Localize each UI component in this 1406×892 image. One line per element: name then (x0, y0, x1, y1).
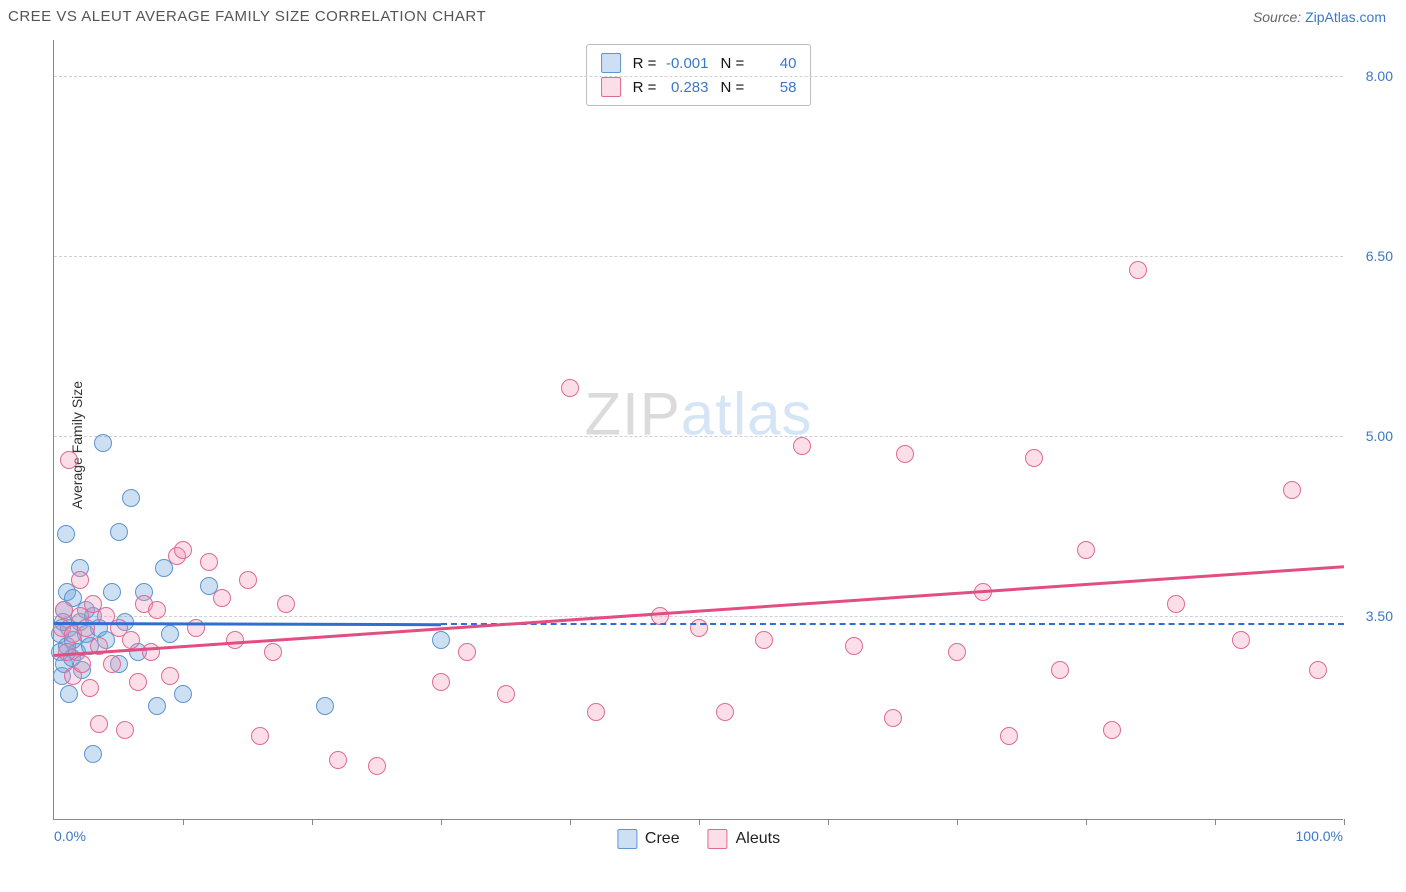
aleuts-point (81, 679, 99, 697)
aleuts-legend-swatch (708, 829, 728, 849)
cree-point (122, 489, 140, 507)
aleuts-point (148, 601, 166, 619)
aleuts-point (845, 637, 863, 655)
cree-point (174, 685, 192, 703)
aleuts-point (561, 379, 579, 397)
x-tick (828, 819, 829, 825)
aleuts-point (142, 643, 160, 661)
aleuts-point (690, 619, 708, 637)
chart-title: CREE VS ALEUT AVERAGE FAMILY SIZE CORREL… (8, 8, 486, 25)
cree-point (432, 631, 450, 649)
source-attribution: Source: ZipAtlas.com (1253, 9, 1386, 25)
aleuts-point (458, 643, 476, 661)
cree-point (60, 685, 78, 703)
aleuts-point (90, 715, 108, 733)
aleuts-point (1025, 449, 1043, 467)
stats-legend-box: R = -0.001 N = 40 R = 0.283 N = 58 (586, 44, 812, 106)
x-axis-max-label: 100.0% (1296, 828, 1343, 844)
y-tick-label: 3.50 (1348, 608, 1393, 624)
aleuts-point (129, 673, 147, 691)
plot-area: ZIPatlas R = -0.001 N = 40 R = 0.283 N =… (53, 40, 1343, 820)
x-tick (183, 819, 184, 825)
x-tick (441, 819, 442, 825)
aleuts-point (239, 571, 257, 589)
aleuts-point (122, 631, 140, 649)
aleuts-point (264, 643, 282, 661)
cree-point (316, 697, 334, 715)
aleuts-point (329, 751, 347, 769)
stats-row-aleuts: R = 0.283 N = 58 (601, 75, 797, 99)
aleuts-point (174, 541, 192, 559)
aleuts-point (368, 757, 386, 775)
trend-line-dashed (441, 623, 1344, 625)
aleuts-point (1309, 661, 1327, 679)
bottom-legend: Cree Aleuts (617, 829, 780, 849)
source-link[interactable]: ZipAtlas.com (1305, 9, 1386, 25)
cree-point (94, 434, 112, 452)
cree-point (57, 525, 75, 543)
aleuts-point (71, 571, 89, 589)
y-tick-label: 8.00 (1348, 68, 1393, 84)
x-tick (570, 819, 571, 825)
aleuts-point (587, 703, 605, 721)
chart-container: Average Family Size ZIPatlas R = -0.001 … (35, 40, 1385, 850)
gridline (54, 616, 1343, 617)
aleuts-point (1167, 595, 1185, 613)
aleuts-point (226, 631, 244, 649)
aleuts-point (60, 451, 78, 469)
x-tick (699, 819, 700, 825)
x-tick (312, 819, 313, 825)
aleuts-point (73, 655, 91, 673)
x-axis-min-label: 0.0% (54, 828, 86, 844)
stats-row-cree: R = -0.001 N = 40 (601, 51, 797, 75)
y-tick-label: 5.00 (1348, 428, 1393, 444)
aleuts-point (755, 631, 773, 649)
aleuts-point (161, 667, 179, 685)
gridline (54, 76, 1343, 77)
aleuts-point (793, 437, 811, 455)
aleuts-swatch (601, 77, 621, 97)
gridline (54, 256, 1343, 257)
aleuts-point (1000, 727, 1018, 745)
legend-item-aleuts: Aleuts (708, 829, 780, 849)
aleuts-point (716, 703, 734, 721)
aleuts-point (1129, 261, 1147, 279)
cree-point (161, 625, 179, 643)
aleuts-point (1077, 541, 1095, 559)
cree-point (148, 697, 166, 715)
aleuts-point (1103, 721, 1121, 739)
cree-point (103, 583, 121, 601)
aleuts-point (432, 673, 450, 691)
cree-point (84, 745, 102, 763)
aleuts-point (103, 655, 121, 673)
aleuts-point (213, 589, 231, 607)
aleuts-point (200, 553, 218, 571)
aleuts-point (1232, 631, 1250, 649)
x-tick (1086, 819, 1087, 825)
x-tick (1344, 819, 1345, 825)
cree-legend-swatch (617, 829, 637, 849)
aleuts-point (1051, 661, 1069, 679)
chart-header: CREE VS ALEUT AVERAGE FAMILY SIZE CORREL… (0, 0, 1406, 29)
aleuts-point (1283, 481, 1301, 499)
aleuts-point (277, 595, 295, 613)
y-tick-label: 6.50 (1348, 248, 1393, 264)
watermark: ZIPatlas (584, 379, 812, 448)
cree-swatch (601, 53, 621, 73)
x-tick (1215, 819, 1216, 825)
aleuts-point (497, 685, 515, 703)
aleuts-point (251, 727, 269, 745)
aleuts-point (896, 445, 914, 463)
aleuts-point (884, 709, 902, 727)
aleuts-point (116, 721, 134, 739)
gridline (54, 436, 1343, 437)
aleuts-point (948, 643, 966, 661)
cree-point (110, 523, 128, 541)
x-tick (957, 819, 958, 825)
legend-item-cree: Cree (617, 829, 680, 849)
